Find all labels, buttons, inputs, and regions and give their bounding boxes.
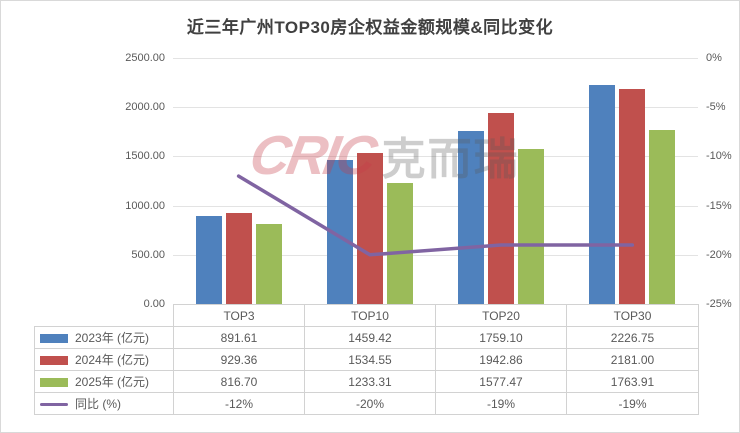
bar-series2-top30 [649,130,676,304]
bar-series0-top20 [458,130,485,304]
legend-swatch [40,403,68,407]
value-cell: 891.61 [173,326,305,349]
bar-series0-top30 [589,84,616,304]
table-corner-cell [34,304,174,327]
trend-line-layer [236,174,635,257]
series-label: 同比 (%) [34,392,174,415]
gridline [173,58,698,59]
right-axis-tick: -20% [706,248,732,261]
value-cell: 816.70 [173,370,305,393]
left-axis-tick: 500.00 [131,248,165,261]
left-axis-tick: 2000.00 [125,101,165,114]
table-row: 2024年 (亿元) 929.36 1534.55 1942.86 2181.00 [34,348,699,371]
value-cell: 1942.86 [435,348,567,371]
value-cell: 1534.55 [304,348,436,371]
legend-swatch [40,356,68,366]
table-row: 同比 (%) -12% -20% -19% -19% [34,392,699,415]
right-axis-tick: -15% [706,199,732,212]
value-cell: -19% [435,392,567,415]
trend-line [236,174,635,257]
value-cell: 1763.91 [566,370,699,393]
right-axis-tick: -10% [706,150,732,163]
bar-series1-top3 [225,212,252,304]
left-axis-tick: 1000.00 [125,199,165,212]
value-cell: 2226.75 [566,326,699,349]
series-name: 同比 (%) [75,397,121,411]
value-cell: -19% [566,392,699,415]
legend-swatch [40,334,68,344]
table-row: 2023年 (亿元) 891.61 1459.42 1759.10 2226.75 [34,326,699,349]
value-cell: 2181.00 [566,348,699,371]
plot-area [173,58,698,304]
bar-series2-top10 [386,182,413,304]
gridline [173,107,698,109]
value-cell: 929.36 [173,348,305,371]
bar-series0-top3 [195,216,222,304]
gridline [173,254,698,256]
gridline [173,156,698,158]
bar-series1-top20 [488,112,515,304]
right-axis-tick: -5% [706,101,726,114]
bar-series2-top3 [255,223,282,304]
bar-series2-top20 [518,148,545,304]
data-table: TOP3 TOP10 TOP20 TOP30 2023年 (亿元) 891.61 1459.… [34,304,699,415]
value-cell: -20% [304,392,436,415]
category-header: TOP10 [304,304,436,327]
value-cell: 1577.47 [435,370,567,393]
chart-title: 近三年广州TOP30房企权益金额规模&同比变化 [186,18,554,37]
series-name: 2024年 (亿元) [75,353,150,367]
gridline [173,205,698,207]
series-name: 2025年 (亿元) [75,375,150,389]
series-name: 2023年 (亿元) [75,331,150,345]
series-label: 2024年 (亿元) [34,348,174,371]
value-cell: -12% [173,392,305,415]
right-axis-tick: -25% [706,298,732,310]
left-axis-tick: 2500.00 [125,52,165,64]
value-cell: 1233.31 [304,370,436,393]
bar-series1-top10 [356,153,383,304]
right-axis-tick: 0% [706,52,722,64]
table-header-row: TOP3 TOP10 TOP20 TOP30 [34,304,699,327]
value-cell: 1759.10 [435,326,567,349]
table-row: 2025年 (亿元) 816.70 1233.31 1577.47 1763.91 [34,370,699,393]
category-header: TOP20 [435,304,567,327]
value-cell: 1459.42 [304,326,436,349]
category-header: TOP3 [173,304,305,327]
category-header: TOP30 [566,304,699,327]
left-axis-tick: 1500.00 [125,150,165,163]
series-label: 2023年 (亿元) [34,326,174,349]
series-label: 2025年 (亿元) [34,370,174,393]
bar-series1-top30 [619,89,646,304]
legend-swatch [40,378,68,388]
